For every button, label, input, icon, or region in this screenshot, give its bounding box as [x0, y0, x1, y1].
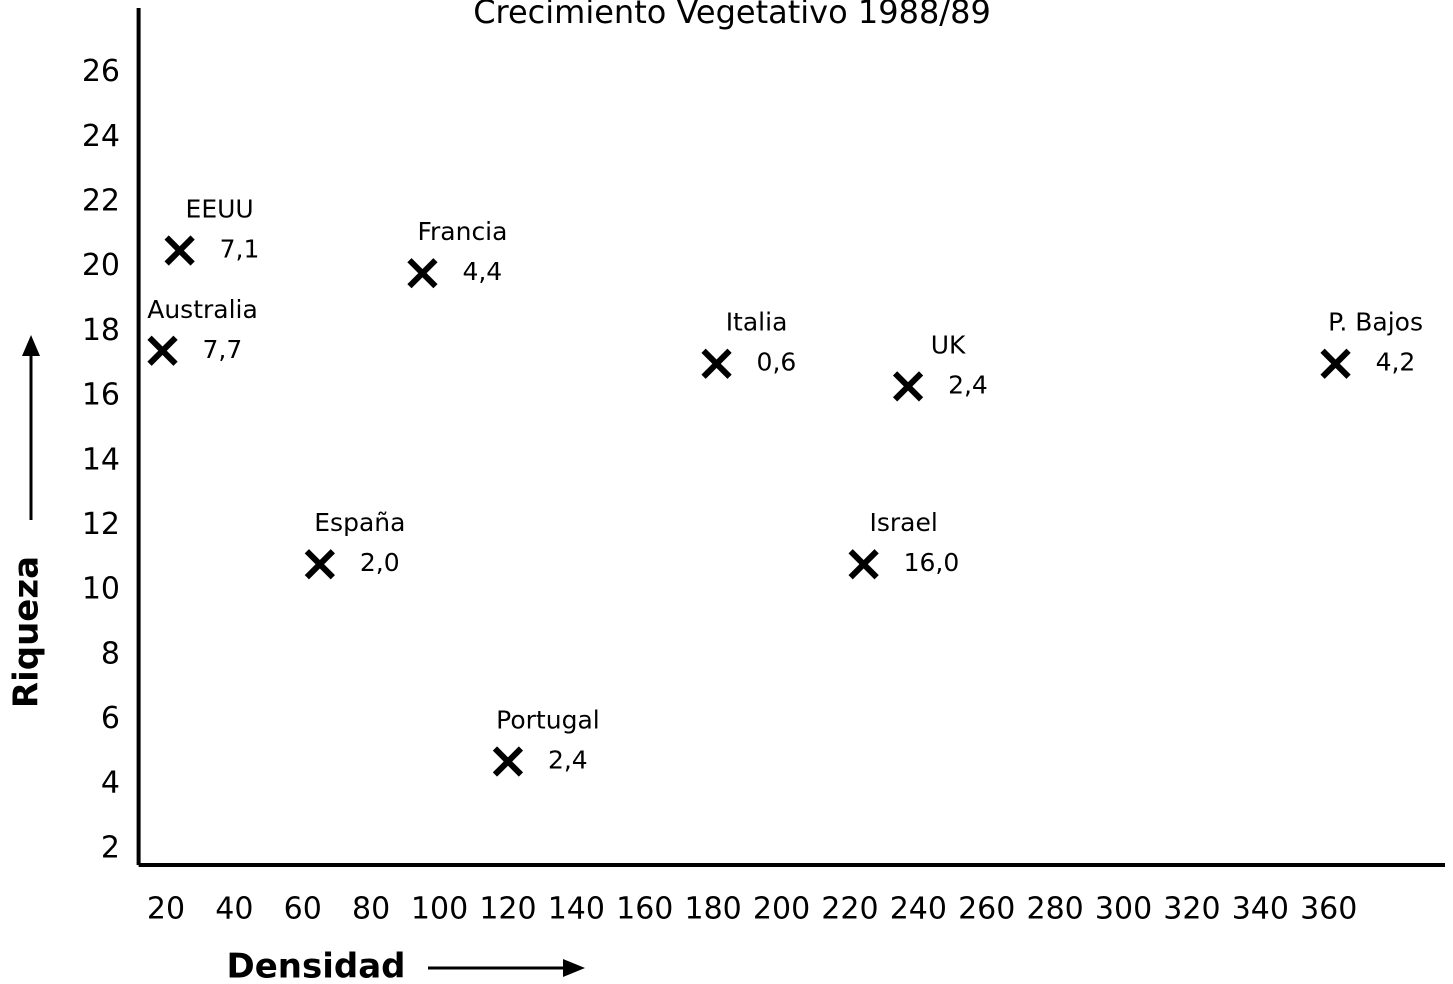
growth-label: 2,4 [548, 746, 588, 775]
y-axis-label: Riqueza [7, 556, 47, 708]
cross-stroke [1320, 348, 1351, 379]
y-tick-label: 18 [82, 313, 120, 348]
cross-stroke [848, 549, 879, 580]
point-name: Francia [417, 217, 507, 246]
growth-label: 4,4 [462, 257, 502, 286]
x-tick-label: 240 [890, 892, 947, 927]
point-name: Israel [869, 508, 937, 537]
x-tick-label: 100 [411, 892, 468, 927]
y-tick-label: 8 [101, 636, 120, 671]
y-tick-label: 16 [82, 378, 120, 413]
x-tick-label: 200 [753, 892, 810, 927]
x-tick-label: 40 [215, 892, 253, 927]
point [164, 235, 195, 266]
point [304, 549, 335, 580]
point-name: Italia [726, 308, 788, 337]
cross-stroke [164, 235, 195, 266]
growth-label: 2,4 [948, 370, 988, 399]
growth-label: 7,1 [220, 235, 260, 264]
x-tick-label: 160 [616, 892, 673, 927]
point [701, 348, 732, 379]
point [892, 371, 924, 402]
x-tick-label: 260 [958, 892, 1015, 927]
point [492, 746, 524, 777]
cross-stroke [701, 348, 732, 379]
y-tick-label: 24 [82, 119, 120, 154]
x-tick-label: 360 [1300, 892, 1357, 927]
cross-stroke [892, 371, 924, 402]
x-tick-label: 220 [821, 892, 878, 927]
point-name: Australia [147, 295, 258, 324]
growth-label: 0,6 [757, 348, 797, 377]
growth-label: 2,0 [360, 548, 400, 577]
x-tick-label: 140 [548, 892, 605, 927]
growth-label: 7,7 [203, 335, 243, 364]
x-tick-label: 60 [284, 892, 322, 927]
y-tick-label: 10 [82, 572, 120, 607]
x-tick-label: 180 [685, 892, 742, 927]
x-tick-label: 80 [352, 892, 390, 927]
point [1320, 348, 1351, 379]
chart-title: Crecimiento Vegetativo 1988/89 [473, 0, 991, 31]
point [848, 549, 879, 580]
y-tick-label: 6 [101, 701, 120, 736]
cross-stroke [407, 258, 438, 289]
point-name: España [314, 508, 405, 537]
point [407, 258, 438, 289]
y-tick-label: 20 [82, 248, 120, 283]
growth-label: 4,2 [1376, 348, 1416, 377]
point-name: UK [931, 330, 966, 359]
point-name: Portugal [496, 706, 600, 735]
x-tick-label: 320 [1163, 892, 1220, 927]
x-tick-label: 120 [479, 892, 536, 927]
cross-stroke [304, 549, 335, 580]
point-name: P. Bajos [1328, 308, 1423, 337]
y-tick-label: 2 [101, 830, 120, 865]
y-tick-label: 4 [101, 766, 120, 801]
y-tick-label: 26 [82, 54, 120, 89]
x-tick-label: 20 [147, 892, 185, 927]
x-tick-label: 280 [1026, 892, 1083, 927]
x-tick-label: 300 [1095, 892, 1152, 927]
cross-stroke [492, 746, 524, 777]
x-tick-label: 340 [1232, 892, 1289, 927]
y-tick-label: 14 [82, 442, 120, 477]
x-axis-label: Densidad [227, 947, 406, 984]
y-arrow-head [22, 335, 40, 356]
point [147, 335, 178, 366]
y-tick-label: 22 [82, 184, 120, 219]
x-arrow-head [563, 959, 585, 977]
cross-stroke [147, 335, 178, 366]
growth-label: 16,0 [904, 548, 960, 577]
point-name: EEUU [186, 195, 254, 224]
y-tick-label: 12 [82, 507, 120, 542]
